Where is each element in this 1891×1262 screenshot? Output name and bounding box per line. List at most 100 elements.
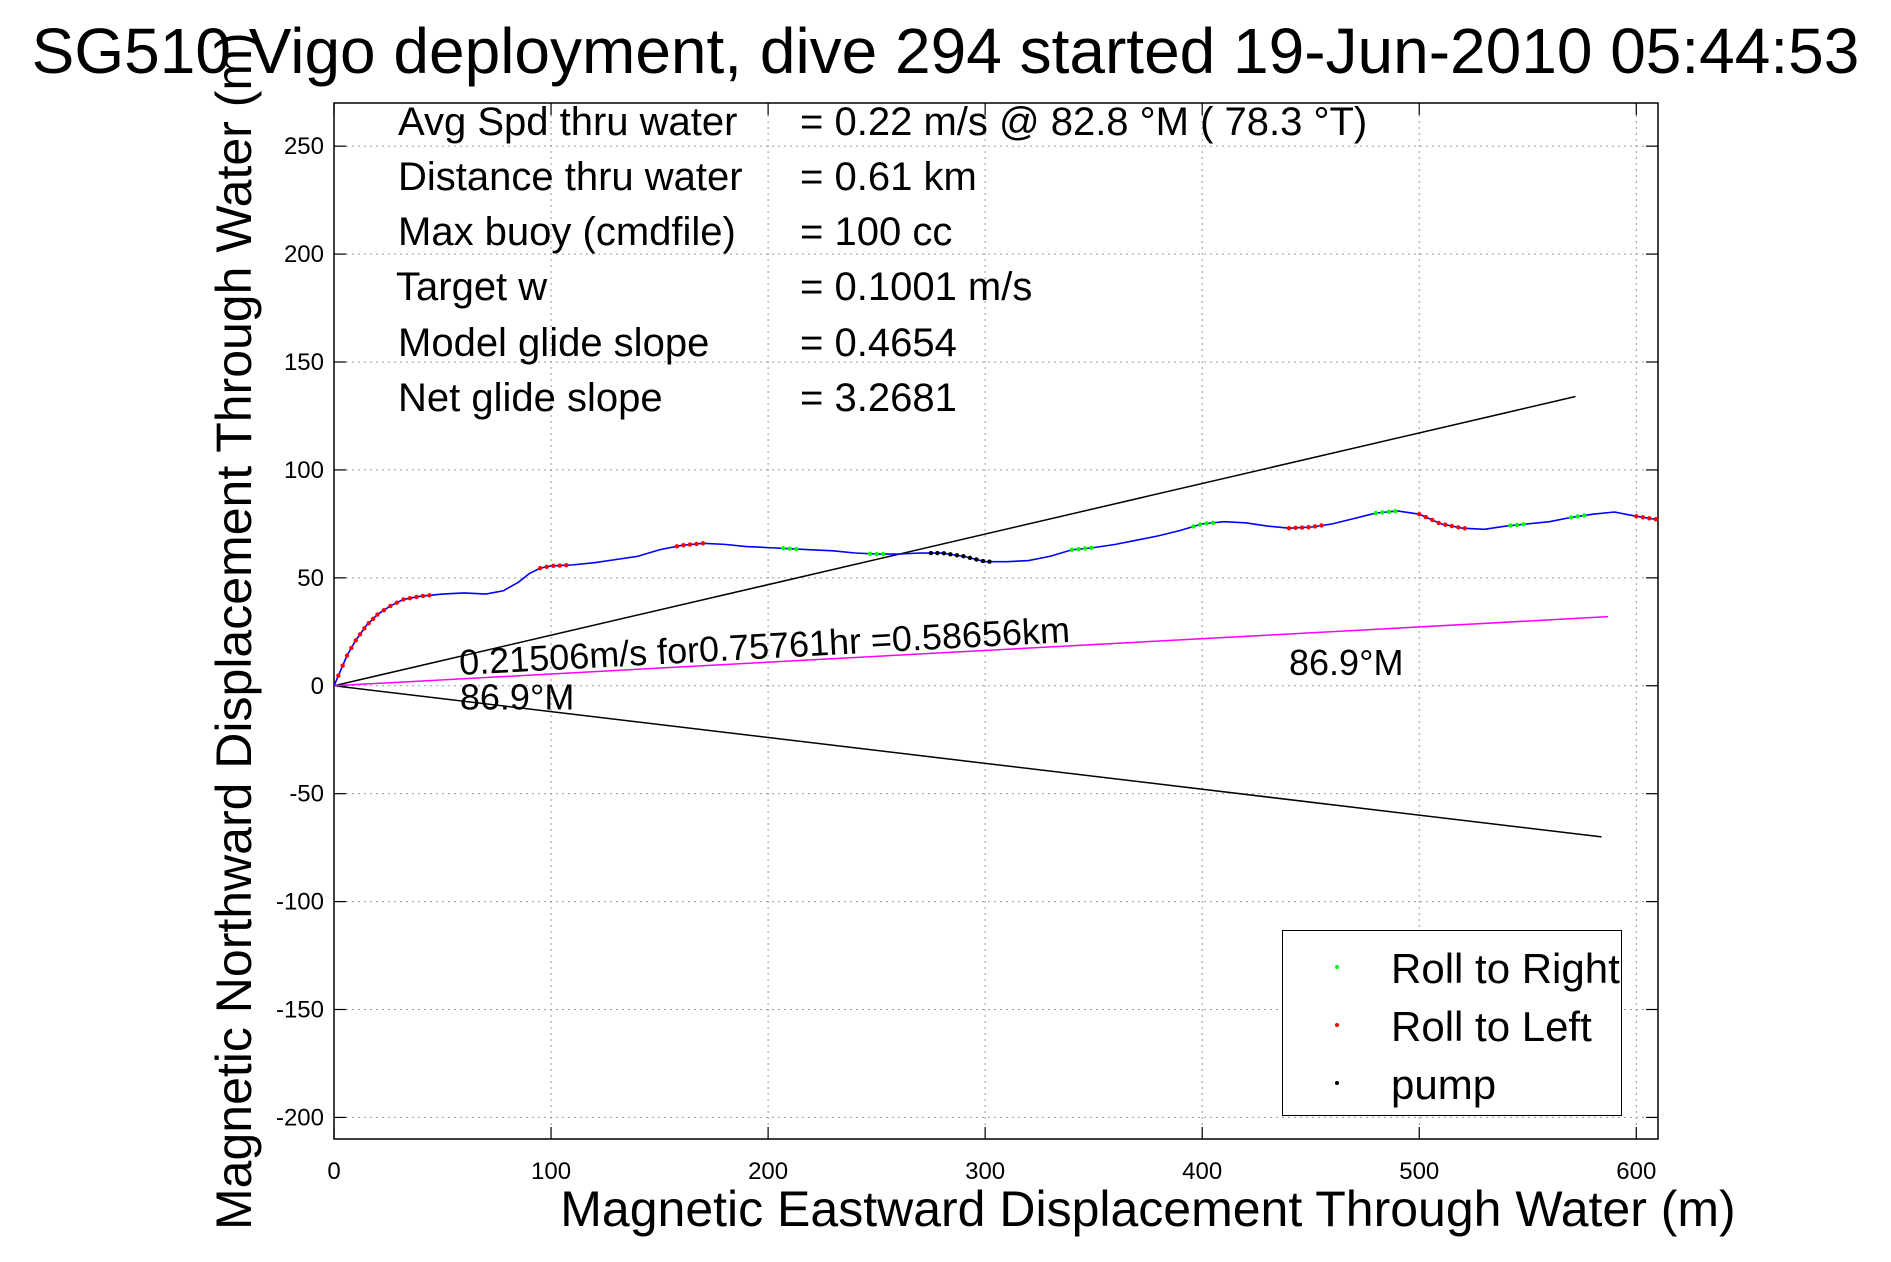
marker-roll-to-left — [1640, 515, 1646, 520]
marker-roll-to-left — [1293, 525, 1298, 531]
marker-roll-to-left — [1647, 516, 1652, 521]
marker-roll-to-right — [1508, 523, 1513, 528]
marker-pump — [954, 553, 960, 558]
marker-roll-to-right — [1204, 521, 1209, 526]
marker-roll-to-right — [1521, 522, 1526, 527]
marker-roll-to-left — [407, 596, 413, 601]
marker-roll-to-right — [1568, 515, 1574, 520]
reference-line-1 — [334, 685, 1602, 838]
annotation-0: 0.21506m/s for0.75761hr =0.58656km — [458, 609, 1071, 683]
info-value: = 0.1001 m/s — [800, 265, 1033, 309]
marker-pump — [948, 552, 953, 557]
marker-pump — [974, 557, 979, 562]
info-value: = 3.2681 — [800, 376, 957, 420]
marker-pump — [935, 550, 940, 556]
info-value: = 100 cc — [800, 210, 953, 254]
marker-roll-to-right — [1393, 508, 1398, 514]
y-tick-label: -100 — [276, 889, 324, 916]
marker-roll-to-left — [1286, 525, 1292, 531]
marker-roll-to-left — [557, 563, 562, 568]
info-value: = 0.4654 — [800, 321, 957, 365]
x-tick-label: 500 — [1399, 1158, 1439, 1185]
marker-roll-to-left — [564, 563, 569, 568]
y-tick-label: 100 — [284, 457, 324, 484]
marker-roll-to-left — [349, 645, 354, 651]
legend: Roll to Right Roll to Left pump — [1282, 930, 1622, 1116]
marker-roll-to-right — [787, 546, 793, 551]
marker-roll-to-left — [1319, 523, 1324, 528]
marker-roll-to-left — [1449, 523, 1455, 529]
info-value: = 0.61 km — [800, 155, 977, 199]
info-value: = 0.22 m/s @ 82.8 °M ( 78.3 °T) — [800, 100, 1368, 144]
marker-roll-to-right — [1373, 510, 1379, 516]
legend-marker-roll-right — [1335, 965, 1339, 969]
x-tick-label: 200 — [748, 1158, 788, 1185]
marker-roll-to-left — [357, 632, 363, 637]
x-tick-label: 100 — [531, 1158, 571, 1185]
x-tick-label: 0 — [327, 1158, 340, 1185]
legend-item-roll-right: Roll to Right — [1283, 941, 1621, 999]
marker-roll-to-right — [867, 551, 873, 556]
y-tick-label: -150 — [276, 997, 324, 1024]
legend-label-roll-left: Roll to Left — [1391, 1003, 1592, 1050]
reference-line-0 — [334, 395, 1576, 687]
marker-roll-to-right — [1197, 522, 1203, 527]
marker-roll-to-left — [694, 541, 699, 547]
x-tick-label: 400 — [1182, 1158, 1222, 1185]
marker-roll-to-right — [1069, 547, 1075, 552]
plot-frame — [333, 102, 1659, 1140]
marker-roll-to-right — [1191, 524, 1196, 529]
marker-roll-to-left — [544, 564, 549, 570]
legend-item-roll-left: Roll to Left — [1283, 999, 1621, 1057]
marker-roll-to-left — [427, 593, 432, 598]
marker-roll-to-left — [366, 620, 371, 626]
marker-roll-to-left — [381, 608, 387, 613]
marker-roll-to-left — [1653, 517, 1658, 522]
info-label: Target w — [396, 265, 548, 309]
marker-roll-to-left — [687, 542, 693, 547]
marker-roll-to-left — [336, 673, 341, 678]
marker-roll-to-right — [874, 551, 879, 557]
x-tick-label: 600 — [1616, 1158, 1656, 1185]
marker-roll-to-left — [1456, 525, 1461, 530]
x-tick-label: 300 — [965, 1158, 1005, 1185]
marker-roll-to-right — [1514, 522, 1520, 528]
marker-roll-to-left — [1634, 514, 1639, 519]
marker-roll-to-left — [700, 541, 706, 546]
marker-roll-to-left — [388, 603, 393, 609]
marker-roll-to-right — [1380, 510, 1385, 515]
marker-roll-to-left — [1423, 514, 1428, 520]
marker-roll-to-left — [1306, 525, 1311, 530]
legend-item-pump: pump — [1283, 1057, 1621, 1115]
annotation-1: 86.9°M — [460, 676, 574, 717]
legend-marker-roll-left — [1335, 1023, 1339, 1027]
marker-roll-to-left — [362, 626, 367, 631]
marker-roll-to-left — [1417, 511, 1422, 517]
marker-roll-to-right — [1082, 546, 1088, 551]
marker-roll-to-left — [1312, 524, 1318, 529]
marker-roll-to-left — [375, 612, 380, 617]
y-tick-label: -50 — [289, 781, 324, 808]
marker-roll-to-right — [1582, 513, 1587, 518]
marker-roll-to-left — [414, 594, 419, 600]
marker-roll-to-right — [1076, 546, 1081, 552]
y-tick-label: 150 — [284, 349, 324, 376]
reference-line-2 — [334, 615, 1609, 687]
marker-roll-to-right — [1386, 509, 1392, 514]
marker-roll-to-left — [340, 663, 345, 668]
info-label: Max buoy (cmdfile) — [398, 210, 736, 254]
marker-roll-to-left — [1462, 526, 1468, 531]
legend-label-roll-right: Roll to Right — [1391, 945, 1620, 992]
annotation-2: 86.9°M — [1289, 642, 1403, 683]
marker-roll-to-right — [1575, 514, 1580, 519]
marker-roll-to-left — [1430, 517, 1435, 523]
marker-roll-to-left — [551, 563, 556, 569]
info-label: Distance thru water — [398, 155, 743, 199]
marker-roll-to-right — [880, 551, 886, 557]
marker-pump — [980, 558, 986, 564]
marker-roll-to-left — [394, 600, 400, 605]
marker-pump — [987, 559, 992, 564]
marker-roll-to-right — [794, 546, 799, 552]
marker-roll-to-left — [674, 544, 680, 549]
